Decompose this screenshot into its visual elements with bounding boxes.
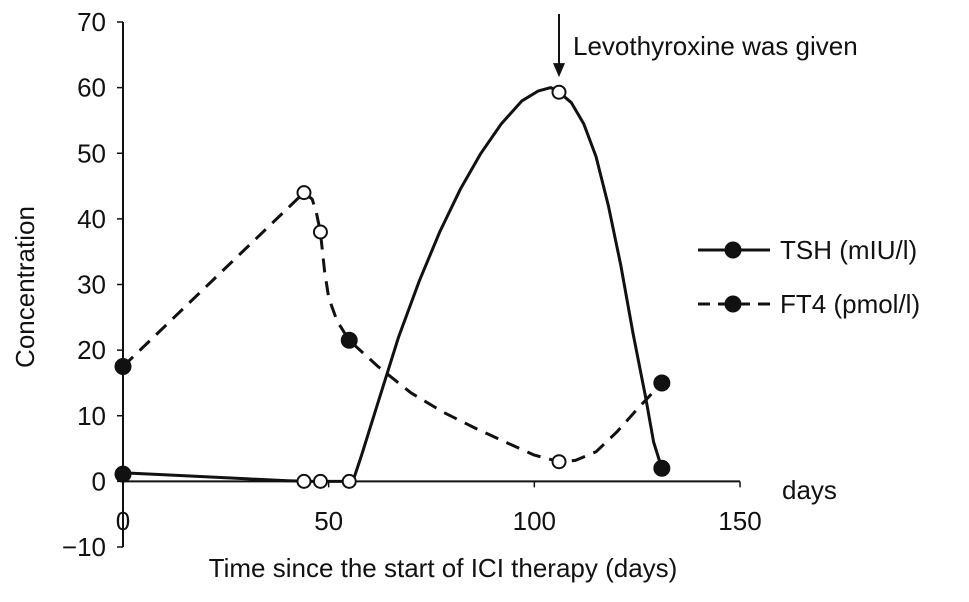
ft4-data-point (551, 454, 567, 470)
y-tick-label: 10 (77, 401, 106, 431)
series-line-tsh (122, 86, 664, 483)
x-tick-label: 100 (513, 506, 556, 536)
x-axis-label: Time since the start of ICI therapy (day… (209, 553, 678, 583)
y-tick-label: 40 (77, 204, 106, 234)
data-points (114, 84, 671, 489)
tsh-data-point (341, 473, 357, 489)
ft4-data-point (312, 224, 328, 240)
y-axis-label: Concentration (10, 206, 40, 368)
series-lines (121, 86, 664, 483)
annotation-arrow-head (553, 63, 566, 78)
y-tick-label: −10 (62, 532, 106, 562)
axes: −10 0 10 20 30 40 50 60 70 0 50 100 150 (62, 7, 762, 562)
x-tick-label: 150 (718, 506, 761, 536)
ft4-data-point (114, 358, 132, 376)
x-tick-label: 50 (314, 506, 343, 536)
y-tick-label: 60 (77, 73, 106, 103)
x-axis-unit-label: days (782, 475, 837, 505)
ft4-data-point (653, 374, 671, 392)
legend-label-tsh: TSH (mIU/l) (780, 235, 917, 265)
ft4-data-point (340, 331, 358, 349)
legend: TSH (mIU/l) FT4 (pmol/l) (698, 235, 920, 319)
y-tick-label: 70 (77, 7, 106, 37)
series-line-ft4 (121, 191, 663, 464)
y-tick-label: 30 (77, 270, 106, 300)
tsh-data-point (312, 473, 328, 489)
tsh-data-point (653, 459, 671, 477)
legend-label-ft4: FT4 (pmol/l) (780, 289, 920, 319)
annotation-group: Levothyroxine was given (553, 14, 858, 78)
legend-marker-ft4 (724, 295, 742, 313)
y-tick-label: 0 (92, 466, 106, 496)
annotation-text: Levothyroxine was given (573, 31, 858, 61)
legend-marker-tsh (724, 241, 742, 259)
tsh-data-point (296, 473, 312, 489)
y-tick-label: 20 (77, 335, 106, 365)
tsh-data-point (551, 84, 567, 100)
x-tick-label: 0 (116, 506, 130, 536)
y-tick-label: 50 (77, 138, 106, 168)
ft4-data-point (296, 185, 312, 201)
tsh-data-point (114, 465, 132, 483)
